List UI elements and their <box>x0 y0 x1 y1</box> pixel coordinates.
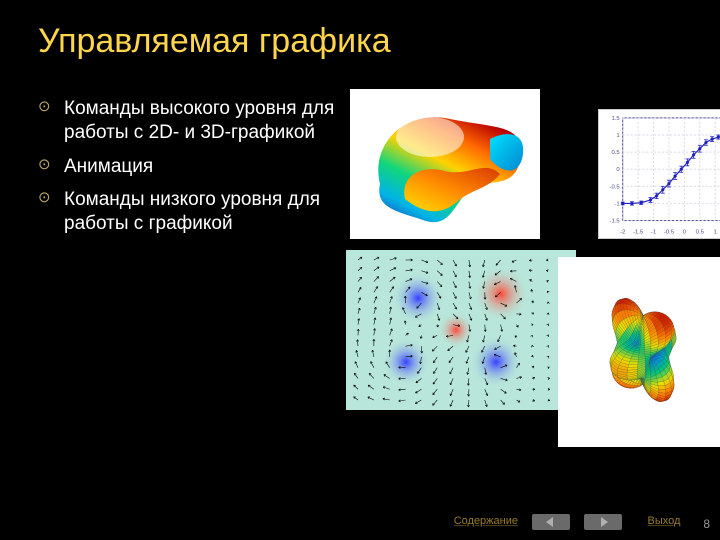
prev-button[interactable] <box>532 514 570 530</box>
figure-area: -2-1.5-1-0.500.511.52-1.5-1-0.500.511.5 <box>350 95 682 246</box>
svg-text:-1: -1 <box>651 229 656 235</box>
content: Команды высокого уровня для работы с 2D-… <box>38 95 682 246</box>
next-button[interactable] <box>584 514 622 530</box>
exit-link[interactable]: Выход <box>636 516 692 528</box>
chevron-right-icon <box>596 517 610 527</box>
page-number: 8 <box>703 517 710 531</box>
figure-spherical-harmonic <box>558 257 720 447</box>
svg-text:-1: -1 <box>614 201 619 207</box>
svg-text:-1.5: -1.5 <box>633 229 644 235</box>
svg-text:-0.5: -0.5 <box>664 229 675 235</box>
bullet-item: Анимация <box>38 155 338 179</box>
bottom-nav: Содержание Выход <box>454 514 692 530</box>
bullet-list: Команды высокого уровня для работы с 2D-… <box>38 95 338 246</box>
page-title: Управляемая графика <box>38 22 682 61</box>
svg-text:0.5: 0.5 <box>612 150 621 156</box>
bullet-item: Команды низкого уровня для работы с граф… <box>38 188 338 236</box>
figure-errorbar-plot: -2-1.5-1-0.500.511.52-1.5-1-0.500.511.5 <box>598 109 720 239</box>
svg-text:-1.5: -1.5 <box>610 219 621 225</box>
bullet-item: Команды высокого уровня для работы с 2D-… <box>38 97 338 145</box>
svg-text:-0.5: -0.5 <box>610 184 621 190</box>
svg-text:-2: -2 <box>620 229 625 235</box>
slide: Управляемая графика Команды высокого уро… <box>0 0 720 540</box>
svg-text:1.5: 1.5 <box>612 116 621 122</box>
figure-3d-surface <box>350 89 540 239</box>
svg-text:1: 1 <box>616 133 619 139</box>
svg-text:0.5: 0.5 <box>696 229 705 235</box>
svg-text:1: 1 <box>714 229 717 235</box>
chevron-left-icon <box>544 517 558 527</box>
toc-link[interactable]: Содержание <box>454 516 518 528</box>
figure-quiver <box>346 250 576 410</box>
